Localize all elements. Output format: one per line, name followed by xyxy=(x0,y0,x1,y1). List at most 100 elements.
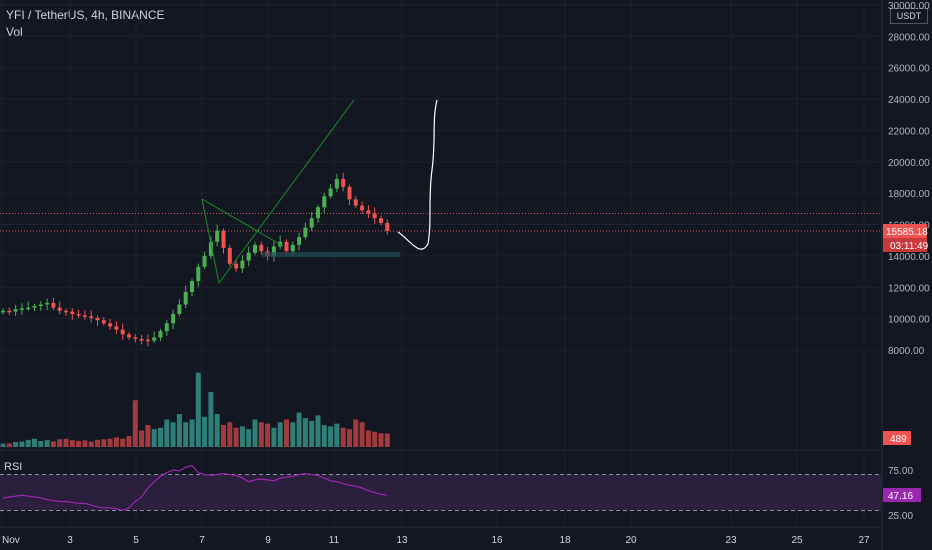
rsi-tick-label: 25.00 xyxy=(888,511,913,522)
volume-bar xyxy=(360,422,365,447)
y-tick-label: 20000.00 xyxy=(888,158,930,169)
volume-bar xyxy=(164,420,169,448)
volume-bar xyxy=(215,414,220,447)
volume-bar xyxy=(82,440,87,447)
candle xyxy=(70,312,74,314)
volume-bar xyxy=(202,417,207,447)
volume-bar xyxy=(278,422,283,447)
volume-bar xyxy=(240,426,245,447)
volume-bar xyxy=(208,392,213,447)
countdown-badge-text: 03:11:49 xyxy=(890,241,929,252)
volume-bar xyxy=(221,425,226,447)
volume-bar xyxy=(152,429,157,447)
y-tick-label: 28000.00 xyxy=(888,32,930,43)
y-tick-label: 18000.00 xyxy=(888,189,930,200)
volume-bar xyxy=(177,414,182,447)
x-tick-label: 13 xyxy=(396,535,408,546)
candle xyxy=(26,308,30,310)
candle xyxy=(379,218,383,223)
volume-bar xyxy=(196,373,201,447)
volume-bar xyxy=(253,420,258,448)
y-tick-label: 12000.00 xyxy=(888,283,930,294)
candle xyxy=(297,237,301,245)
candle xyxy=(64,311,68,313)
candle xyxy=(253,245,257,253)
volume-bar xyxy=(379,433,384,447)
candle xyxy=(203,256,207,267)
candle xyxy=(102,320,106,323)
candle xyxy=(83,315,87,317)
x-tick-label: 23 xyxy=(725,535,737,546)
candle xyxy=(247,253,251,261)
volume-bar xyxy=(303,418,308,447)
volume-bar xyxy=(89,442,94,448)
volume-bar xyxy=(70,440,75,447)
candle xyxy=(385,223,389,231)
candle xyxy=(165,323,169,331)
volume-bar xyxy=(7,443,12,447)
volume-bar xyxy=(316,415,321,447)
x-tick-label: 5 xyxy=(133,535,139,546)
x-tick-label: 18 xyxy=(559,535,571,546)
volume-bar xyxy=(120,439,125,447)
x-tick-label: 20 xyxy=(625,535,637,546)
volume-bar xyxy=(127,436,132,447)
volume-badge-text: 489 xyxy=(890,434,907,445)
volume-bar xyxy=(32,439,37,447)
volume-bar xyxy=(190,420,195,448)
volume-bar xyxy=(183,422,188,447)
volume-bar xyxy=(341,428,346,447)
candle xyxy=(45,303,49,305)
candle xyxy=(196,267,200,281)
candle xyxy=(222,231,226,248)
volume-bar xyxy=(290,422,295,447)
x-tick-label: 16 xyxy=(491,535,503,546)
volume-bar xyxy=(76,441,81,447)
price-badge-text: 15585.18 xyxy=(886,227,928,238)
volume-bar xyxy=(297,413,302,447)
volume-bar xyxy=(366,431,371,448)
candle xyxy=(303,228,307,237)
volume-bar xyxy=(171,422,176,447)
target-zone[interactable] xyxy=(262,252,400,257)
candle xyxy=(341,179,345,187)
volume-bar xyxy=(26,440,31,447)
rsi-badge-text: 47.16 xyxy=(888,491,913,502)
volume-bar xyxy=(108,439,113,447)
candle xyxy=(127,334,131,337)
candle xyxy=(322,196,326,207)
candle xyxy=(366,210,370,213)
candle xyxy=(234,264,238,269)
volume-bar xyxy=(265,424,270,447)
candle xyxy=(146,340,150,342)
candle xyxy=(240,261,244,269)
candle xyxy=(121,330,125,335)
candle xyxy=(215,231,219,242)
candle xyxy=(39,305,43,307)
volume-bar xyxy=(227,422,232,447)
candle xyxy=(96,318,100,320)
x-tick-label: 11 xyxy=(329,535,340,546)
trend-line[interactable] xyxy=(202,199,283,246)
volume-bar xyxy=(158,428,163,447)
candle xyxy=(58,308,62,311)
volume-bar xyxy=(322,425,327,447)
candle xyxy=(291,245,295,251)
volume-bar xyxy=(353,420,358,448)
volume-bar xyxy=(271,428,276,447)
volume-bar xyxy=(57,439,62,447)
y-tick-label: 30000.00 xyxy=(888,1,930,12)
candle xyxy=(140,339,144,341)
volume-bar xyxy=(372,432,377,447)
volume-bar xyxy=(347,429,352,447)
volume-bar xyxy=(284,420,289,448)
volume-bar xyxy=(246,429,251,447)
candle xyxy=(51,303,55,308)
projection-curve[interactable] xyxy=(398,100,437,249)
candle xyxy=(77,314,81,316)
candle xyxy=(310,218,314,227)
volume-bar xyxy=(234,428,239,447)
y-tick-label: 10000.00 xyxy=(888,315,930,326)
candle xyxy=(354,199,358,205)
